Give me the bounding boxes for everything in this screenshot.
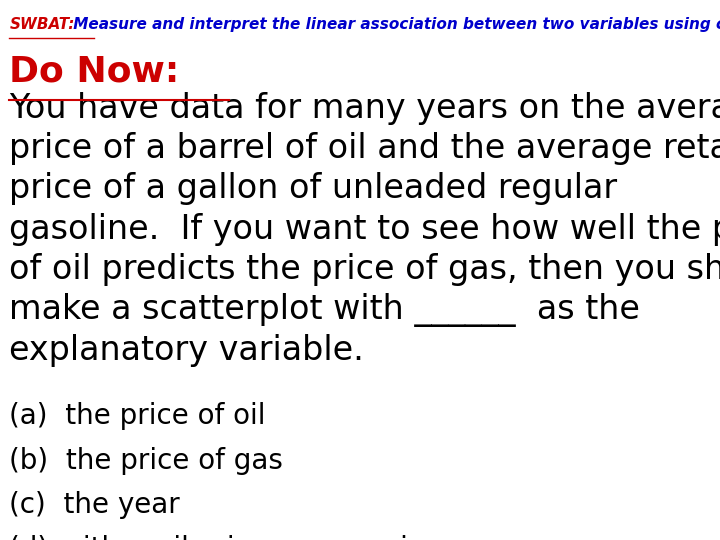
Text: (a)  the price of oil: (a) the price of oil bbox=[9, 402, 266, 430]
Text: (b)  the price of gas: (b) the price of gas bbox=[9, 447, 283, 475]
Text: (c)  the year: (c) the year bbox=[9, 491, 180, 519]
Text: (d)  either oil price or gas price: (d) either oil price or gas price bbox=[9, 535, 441, 540]
Text: SWBAT:: SWBAT: bbox=[9, 17, 75, 32]
Text: Measure and interpret the linear association between two variables using correla: Measure and interpret the linear associa… bbox=[68, 17, 720, 32]
Text: You have data for many years on the average
price of a barrel of oil and the ave: You have data for many years on the aver… bbox=[9, 92, 720, 368]
Text: Do Now:: Do Now: bbox=[9, 54, 179, 88]
